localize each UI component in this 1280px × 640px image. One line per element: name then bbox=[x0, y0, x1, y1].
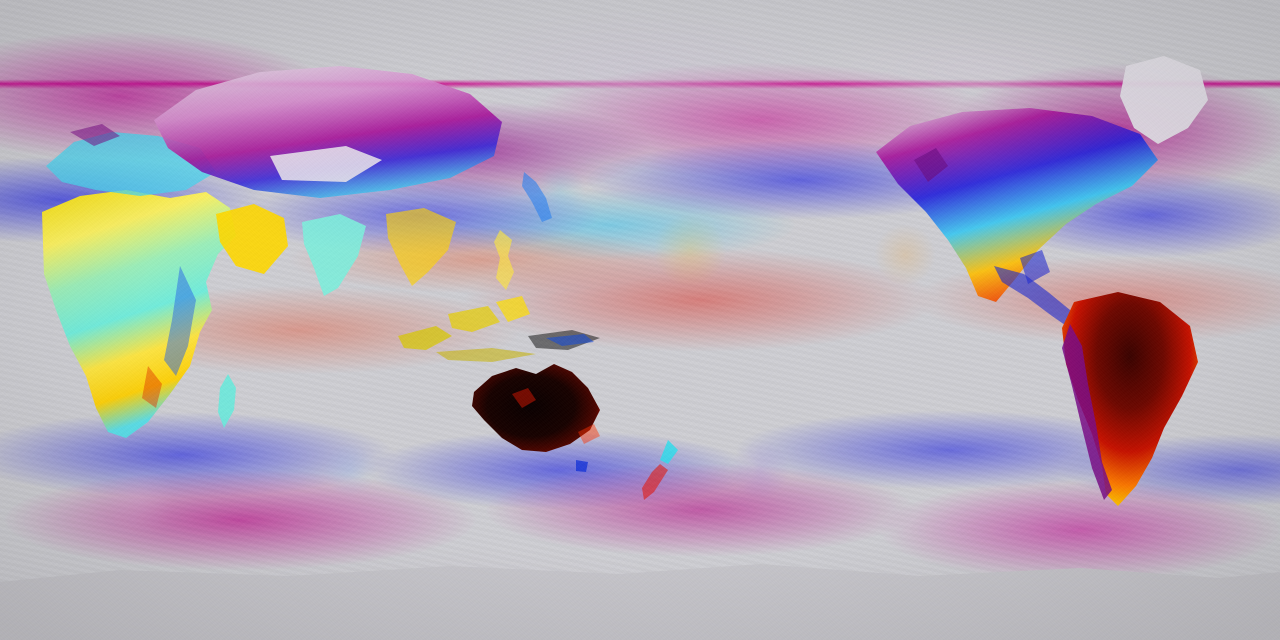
landmass-central-america bbox=[990, 258, 1100, 338]
landmass-africa bbox=[30, 170, 250, 450]
landmass-australia bbox=[458, 358, 610, 458]
landmass-antarctica bbox=[0, 556, 1280, 640]
landmass-greenland bbox=[1108, 52, 1218, 152]
landmass-japan bbox=[516, 168, 558, 230]
landmass-new-zealand bbox=[638, 438, 684, 504]
landmass-indonesia bbox=[396, 292, 606, 370]
landmass-tasmania bbox=[572, 458, 592, 476]
landmass-arabia bbox=[208, 200, 294, 286]
landmass-asia bbox=[150, 60, 510, 230]
landmass-southeast-asia bbox=[378, 206, 470, 292]
landmass-india bbox=[296, 212, 372, 300]
landmass-north-america bbox=[870, 100, 1170, 320]
landmass-madagascar bbox=[214, 372, 240, 430]
landmass-south-america bbox=[1048, 288, 1210, 514]
landmass-philippines bbox=[486, 228, 522, 302]
